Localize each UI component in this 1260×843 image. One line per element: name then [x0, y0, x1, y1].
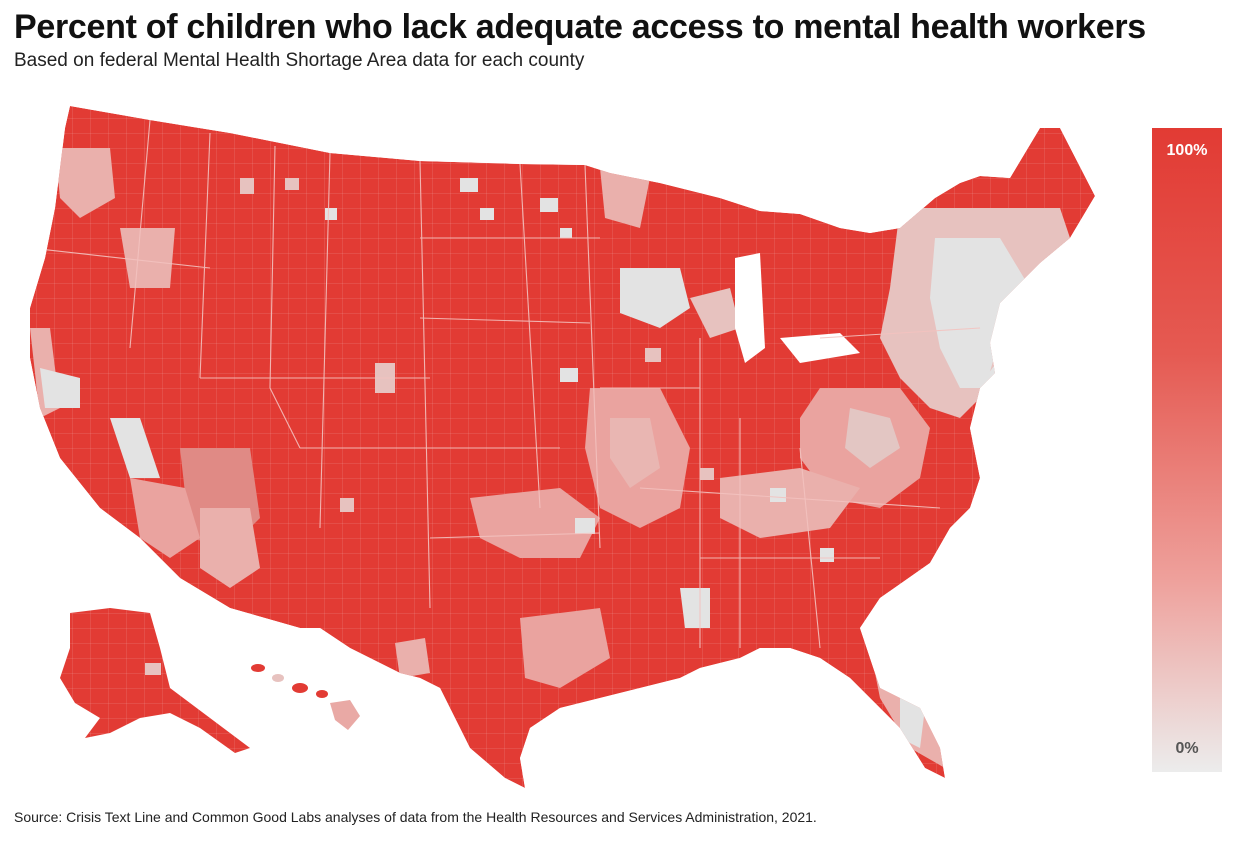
legend-min-label: 0%	[1175, 740, 1199, 757]
choropleth-map	[0, 88, 1140, 788]
page-subtitle: Based on federal Mental Health Shortage …	[14, 50, 585, 71]
color-scale-legend: 100% 0%	[1152, 128, 1222, 772]
hawaii	[251, 664, 360, 730]
source-note: Source: Crisis Text Line and Common Good…	[14, 809, 817, 825]
alaska	[60, 608, 250, 753]
legend-max-label: 100%	[1166, 142, 1208, 159]
contiguous-us	[30, 106, 1095, 788]
page-title: Percent of children who lack adequate ac…	[14, 8, 1146, 46]
